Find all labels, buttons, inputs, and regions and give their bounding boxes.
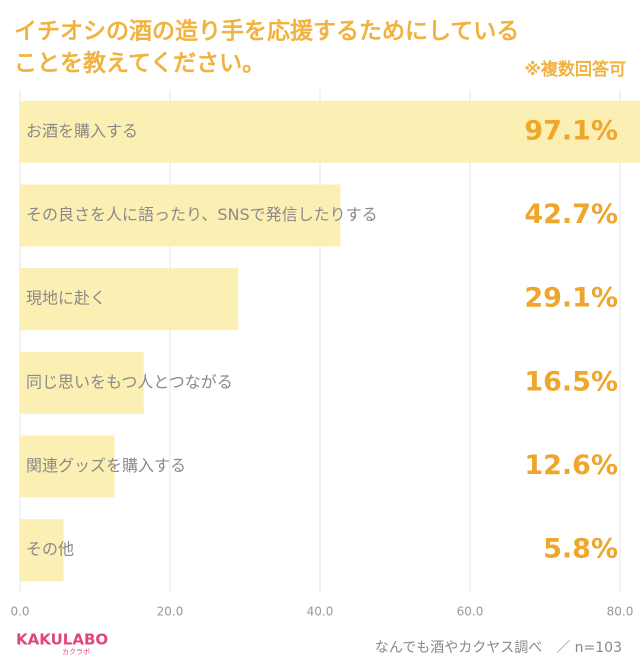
x-tick-label: 40.0 xyxy=(307,605,334,619)
category-label: 現地に赴く xyxy=(26,289,106,308)
logo-sub: カクラボ xyxy=(62,648,90,656)
value-label: 97.1% xyxy=(524,115,618,146)
value-label: 42.7% xyxy=(524,199,618,230)
category-label: その他 xyxy=(26,540,74,559)
logo: KAKULABO xyxy=(16,631,108,649)
x-tick-label: 80.0 xyxy=(607,605,634,619)
bar xyxy=(20,519,64,582)
bar xyxy=(20,184,341,247)
note: ※複数回答可 xyxy=(524,59,626,80)
value-label: 5.8% xyxy=(543,534,618,565)
x-tick-label: 0.0 xyxy=(10,605,29,619)
category-label: その良さを人に語ったり、SNSで発信したりする xyxy=(26,205,378,224)
category-label: お酒を購入する xyxy=(26,121,138,140)
value-label: 12.6% xyxy=(524,450,618,481)
bar xyxy=(20,351,144,414)
x-tick-label: 20.0 xyxy=(157,605,184,619)
bar xyxy=(20,100,640,163)
chart-title: イチオシの酒の造り手を応援するためにしている xyxy=(14,18,519,45)
bar xyxy=(20,435,115,498)
value-label: 29.1% xyxy=(524,283,618,314)
value-label: 16.5% xyxy=(524,366,618,397)
source: なんでも酒やカクヤス調べ ／ n=103 xyxy=(375,640,622,656)
category-label: 同じ思いをもつ人とつながる xyxy=(26,372,233,391)
category-label: 関連グッズを購入する xyxy=(26,456,186,475)
bar xyxy=(20,268,239,331)
chart-title: ことを教えてください。 xyxy=(14,50,265,77)
x-tick-label: 60.0 xyxy=(457,605,484,619)
